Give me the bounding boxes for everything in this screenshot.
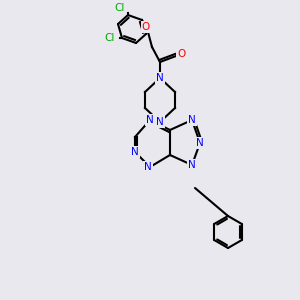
Text: N: N (196, 138, 204, 148)
Text: N: N (144, 162, 152, 172)
Text: N: N (146, 115, 154, 125)
Text: N: N (156, 117, 164, 127)
Text: Cl: Cl (115, 3, 125, 13)
Text: O: O (177, 49, 185, 59)
Text: N: N (188, 160, 196, 170)
Text: N: N (131, 147, 139, 157)
Text: O: O (142, 22, 150, 32)
Text: N: N (156, 73, 164, 83)
Text: Cl: Cl (105, 33, 115, 43)
Text: N: N (188, 115, 196, 125)
